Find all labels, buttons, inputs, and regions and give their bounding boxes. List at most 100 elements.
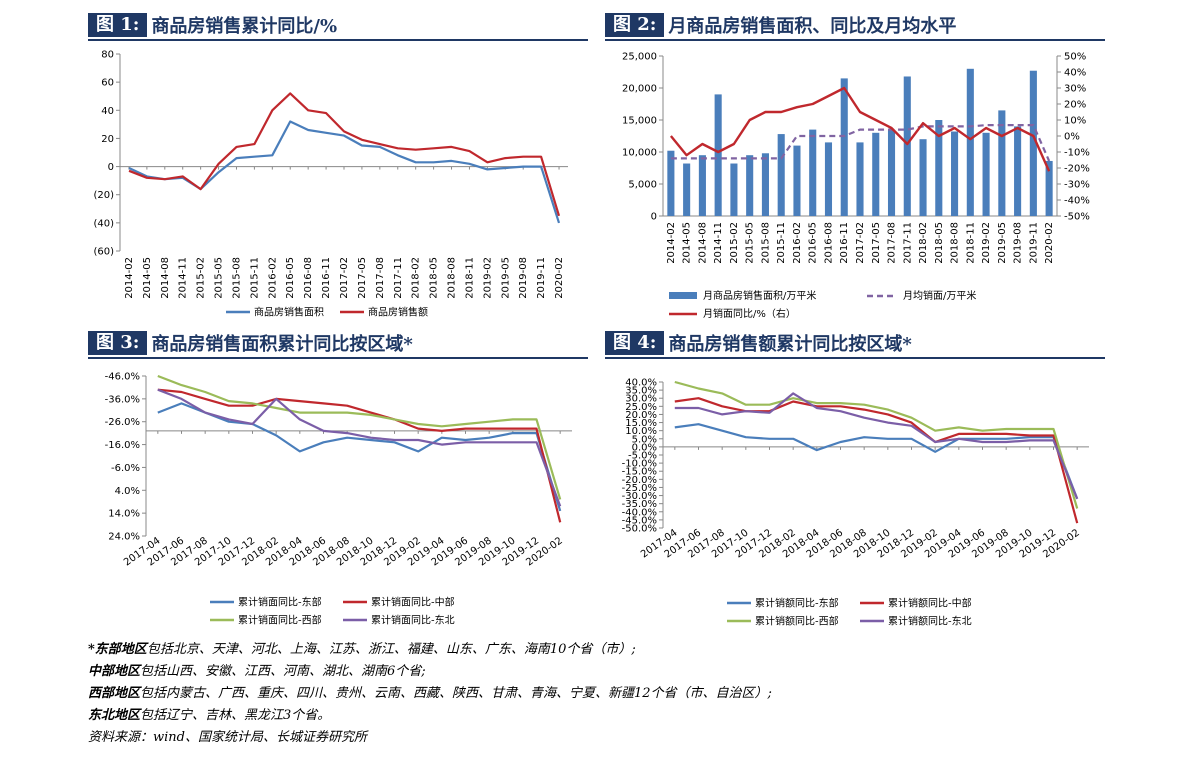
- series-line: [128, 120, 561, 224]
- y-tick-label: -25.0%: [622, 483, 657, 494]
- bar: [667, 150, 675, 216]
- chart-4: 40.0%35.0%30.0%25.0%20.0%15.0%10.0%5.0%0…: [622, 378, 1089, 628]
- average-line: [670, 124, 1051, 162]
- x-tick-label: 2014-05: [682, 222, 693, 264]
- y-tick-label: -6.0%: [111, 463, 140, 474]
- x-tick-label: 2019-02: [981, 222, 992, 264]
- y-tick-label: -40.0%: [622, 507, 657, 518]
- bar: [966, 68, 974, 216]
- x-tick-label: 2014-08: [160, 257, 171, 299]
- legend-swatch: [669, 292, 697, 299]
- x-tick-label: 2018-08: [447, 257, 458, 299]
- y-tick-label: 5.0%: [632, 434, 657, 445]
- yoy-line: [669, 86, 1051, 172]
- panel-title: 图 1: 商品房销售累计同比/%: [88, 12, 337, 38]
- legend-label: 累计销面同比-西部: [238, 614, 322, 627]
- note-east: *东部地区包括北京、天津、河北、上海、江苏、浙江、福建、山东、广东、海南10个省…: [88, 642, 636, 657]
- bar: [982, 132, 990, 216]
- panel-title: 图 3: 商品房销售面积累计同比按区域*: [88, 330, 413, 356]
- x-tick-label: 2017-05: [871, 222, 882, 264]
- x-tick-label: 2016-05: [808, 222, 819, 264]
- x-tick-label: 2018-05: [934, 222, 945, 264]
- x-tick-label: 2019-08: [1013, 222, 1024, 264]
- y-tick-label: -26.0%: [105, 417, 140, 428]
- x-tick-label: 2017-02: [339, 257, 350, 299]
- y2-tick-label: -40%: [1064, 196, 1090, 207]
- x-tick-label: 2019-11: [536, 257, 547, 299]
- figure-tag: 图 4:: [605, 331, 665, 355]
- y-tick-label: 10,000: [622, 148, 657, 159]
- x-tick-label: 2016-02: [267, 257, 278, 299]
- y-tick-label: (20): [93, 190, 114, 201]
- bar: [809, 129, 817, 216]
- x-tick-label: 2015-02: [729, 222, 740, 264]
- legend-label: 累计销面同比-东北: [371, 614, 455, 627]
- bar: [1029, 70, 1037, 216]
- y2-tick-label: -30%: [1064, 180, 1090, 191]
- y-tick-label: 20: [101, 134, 114, 145]
- x-tick-label: 2019-05: [997, 222, 1008, 264]
- y2-tick-label: 20%: [1064, 100, 1086, 111]
- y-tick-label: 24.0%: [108, 532, 140, 543]
- series-line: [674, 423, 1079, 500]
- legend-label: 月商品房销售面积/万平米: [703, 289, 816, 302]
- x-tick-label: 2014-02: [666, 222, 677, 264]
- y2-tick-label: 10%: [1064, 116, 1086, 127]
- x-tick-label: 2017-02: [855, 222, 866, 264]
- y-tick-label: -30.0%: [622, 491, 657, 502]
- figure-title: 商品房销售额累计同比按区域*: [668, 334, 912, 355]
- y-tick-label: 14.0%: [108, 509, 140, 520]
- x-tick-label: 2014-08: [697, 222, 708, 264]
- y-tick-label: 25.0%: [625, 402, 657, 413]
- series-line: [157, 388, 562, 523]
- x-tick-label: 2020-02: [1044, 222, 1055, 264]
- y-tick-label: (60): [93, 247, 114, 258]
- legend-label: 月均销面/万平米: [903, 289, 976, 302]
- y-tick-label: 40: [101, 106, 114, 117]
- x-tick-label: 2016-11: [321, 257, 332, 299]
- x-tick-label: 2015-08: [231, 257, 242, 299]
- y-tick-label: 40.0%: [625, 378, 657, 389]
- bar: [935, 120, 943, 216]
- y-tick-label: -50.0%: [622, 524, 657, 535]
- panel-title: 图 2: 月商品房销售面积、同比及月均水平: [605, 12, 956, 38]
- bar: [951, 131, 959, 216]
- bar: [919, 139, 927, 216]
- legend-label: 商品房销售面积: [254, 306, 324, 319]
- x-tick-label: 2019-05: [500, 257, 511, 299]
- x-tick-label: 2014-11: [713, 222, 724, 264]
- legend-label: 累计销额同比-西部: [755, 615, 839, 628]
- series-line: [128, 92, 561, 217]
- x-tick-label: 2019-08: [518, 257, 529, 299]
- y-tick-label: (40): [93, 218, 114, 229]
- bar: [824, 142, 833, 216]
- series-line: [157, 388, 562, 507]
- x-tick-label: 2017-05: [357, 257, 368, 299]
- x-tick-label: 2018-02: [918, 222, 929, 264]
- series-line: [674, 392, 1079, 500]
- series-line: [674, 380, 1079, 509]
- chart-1: (60) (40) (20) 0 20 40 60 80 2014-02 2014-05 2014-…: [93, 50, 568, 319]
- chart-3: 24.0% 14.0% 4.0% -6.0% -16.0% -26.0% -36.0% -46…: [105, 372, 572, 627]
- bar: [903, 76, 911, 216]
- bar: [872, 132, 880, 216]
- y2-tick-label: -20%: [1064, 164, 1090, 175]
- panel-4: 图 4: 商品房销售额累计同比按区域* 40.0% 35.0% 30.0% 25.0%…: [605, 330, 1105, 630]
- y-tick-label: 0: [108, 162, 114, 173]
- legend-label: 月销面同比/%（右）: [703, 307, 796, 320]
- bar: [746, 155, 754, 216]
- x-tick-label: 2015-11: [249, 257, 260, 299]
- bar: [698, 155, 706, 216]
- x-tick-label: 2019-02: [482, 257, 493, 299]
- y-tick-label: 15,000: [622, 116, 657, 127]
- x-tick-label: 2016-05: [285, 257, 296, 299]
- y-tick-label: 5,000: [628, 180, 657, 191]
- y2-tick-label: -10%: [1064, 148, 1090, 159]
- note-northeast: 东北地区包括辽宁、吉林、黑龙江3个省。: [88, 708, 331, 723]
- y-tick-label: -16.0%: [105, 440, 140, 451]
- bar: [761, 153, 769, 216]
- panel-1: 图 1: 商品房销售累计同比/% (60) (40) (20) 0 20 40 60 80 20…: [88, 12, 588, 322]
- x-tick-label: 2016-08: [823, 222, 834, 264]
- y-tick-label: 80: [101, 50, 114, 61]
- y-tick-label: 15.0%: [625, 418, 657, 429]
